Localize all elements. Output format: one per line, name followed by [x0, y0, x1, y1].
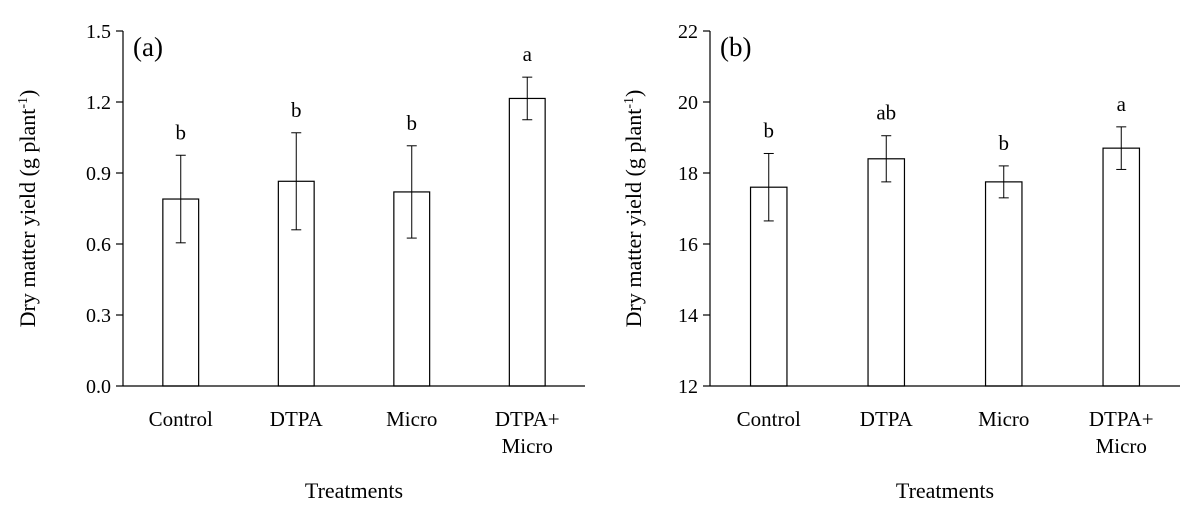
panel-label: (a)	[133, 32, 163, 62]
x-category-label: DTPA+	[1089, 407, 1154, 431]
bar	[984, 181, 1023, 387]
y-tick-label: 0.9	[86, 163, 111, 185]
bar	[867, 158, 906, 387]
significance-letter: b	[176, 120, 187, 144]
significance-letter: b	[407, 111, 418, 135]
x-category-label: Control	[737, 407, 801, 431]
y-tick-label: 0.6	[86, 234, 111, 256]
y-tick-label: 14	[678, 305, 698, 327]
y-tick-label: 16	[678, 234, 698, 256]
x-category-label: DTPA	[860, 407, 914, 431]
y-tick-label: 0.0	[86, 376, 111, 398]
panel-label: (b)	[720, 32, 751, 62]
significance-letter: a	[1117, 92, 1127, 116]
bar	[1102, 147, 1141, 387]
y-axis-title: Dry matter yield (g plant-1)	[621, 90, 646, 328]
significance-letter: b	[999, 131, 1010, 155]
x-category-label: Control	[149, 407, 213, 431]
y-tick-label: 1.2	[86, 92, 111, 114]
y-axis-title: Dry matter yield (g plant-1)	[15, 90, 40, 328]
x-category-label: Micro	[502, 434, 553, 458]
y-tick-label: 22	[678, 21, 698, 43]
y-tick-label: 1.5	[86, 21, 111, 43]
x-axis-title: Treatments	[896, 478, 994, 503]
x-category-label: DTPA+	[495, 407, 560, 431]
significance-letter: b	[764, 118, 775, 142]
chart-panel-b: 12 14 16 18 20 22 b Control ab DTPA b Micro a DTPA+ Mi…	[621, 21, 1180, 503]
significance-letter: b	[291, 98, 302, 122]
y-tick-label: 0.3	[86, 305, 111, 327]
x-category-label: DTPA	[270, 407, 324, 431]
significance-letter: ab	[876, 101, 896, 125]
significance-letter: a	[523, 42, 533, 66]
y-tick-label: 12	[678, 376, 698, 398]
chart-panel-a: 0.0 0.3 0.6 0.9 1.2 1.5 b Control b DTPA b Micro a DT…	[15, 21, 585, 503]
x-category-label: Micro	[386, 407, 437, 431]
x-category-label: Micro	[978, 407, 1029, 431]
bar	[508, 97, 546, 387]
x-axis-title: Treatments	[305, 478, 403, 503]
y-tick-label: 18	[678, 163, 698, 185]
x-category-label: Micro	[1096, 434, 1147, 458]
y-tick-label: 20	[678, 92, 698, 114]
